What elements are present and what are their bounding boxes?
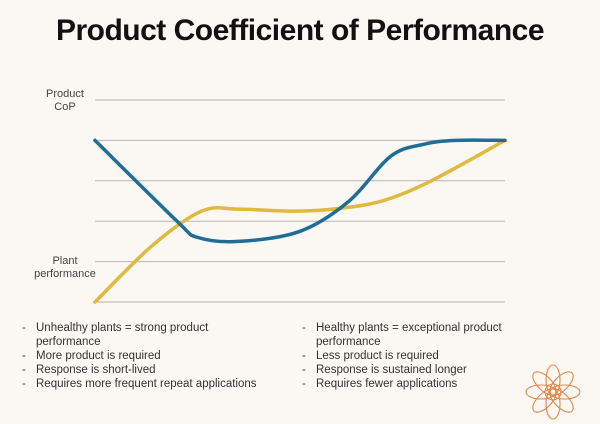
y-axis-label-bottom: Plant performance: [34, 255, 96, 281]
note-left-item: - More product is required: [20, 349, 282, 363]
note-right-item-text: Response is sustained longer: [316, 364, 467, 376]
note-right-item-text: Less product is required: [316, 350, 439, 362]
note-right-item: - Less product is required: [300, 349, 530, 363]
note-right-item: - Response is sustained longer: [300, 363, 530, 377]
y-axis-label-top-line-1: Product: [46, 88, 84, 100]
series-line-blue: [93, 138, 507, 244]
bullet-dash: -: [302, 378, 306, 390]
note-left-item-text: More product is required: [36, 350, 161, 362]
notes-right: - Healthy plants = exceptional product per…: [300, 321, 530, 391]
page-title: Product Coefficient of Performance: [55, 14, 545, 47]
y-axis-label-bottom-line-1: Plant: [52, 255, 78, 267]
note-left-item-text: Unhealthy plants = strong product: [36, 322, 209, 334]
note-right-item-text: performance: [316, 336, 381, 348]
bullet-dash: -: [22, 322, 26, 334]
note-right-item: - Healthy plants = exceptional product per…: [300, 321, 530, 349]
bullet-dash: -: [22, 378, 26, 390]
bullet-dash: -: [302, 322, 306, 334]
note-left-item: - Unhealthy plants = strong product perfor…: [20, 321, 282, 349]
notes-left: - Unhealthy plants = strong product perfor…: [20, 321, 282, 391]
series-line-yellow: [93, 138, 507, 304]
bullet-dash: -: [302, 350, 306, 362]
y-axis-label-top: Product CoP: [36, 88, 94, 114]
y-axis-label-top-line-2: CoP: [54, 101, 76, 113]
note-right-item-text: Healthy plants = exceptional product: [316, 322, 502, 334]
note-right-item-text: Requires fewer applications: [316, 378, 458, 390]
bullet-dash: -: [22, 350, 26, 362]
flower-mandala-icon: [525, 364, 581, 420]
note-left-item-text: Requires more frequent repeat applicatio…: [36, 378, 257, 390]
bullet-dash: -: [302, 364, 306, 376]
bullet-dash: -: [22, 364, 26, 376]
note-left-item: - Response is short-lived: [20, 363, 282, 377]
note-left-item: - Requires more frequent repeat applicati…: [20, 377, 282, 391]
note-right-item: - Requires fewer applications: [300, 377, 530, 391]
note-left-item-text: Response is short-lived: [36, 364, 156, 376]
y-axis-label-bottom-line-2: performance: [34, 268, 96, 280]
note-left-item-text: performance: [36, 336, 101, 348]
